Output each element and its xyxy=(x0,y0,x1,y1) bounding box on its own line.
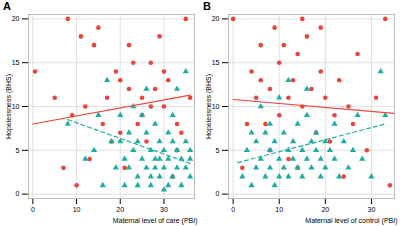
svg-text:20: 20 xyxy=(12,15,20,22)
svg-text:0: 0 xyxy=(231,206,235,213)
svg-text:10: 10 xyxy=(73,206,81,213)
svg-text:5: 5 xyxy=(16,147,20,154)
svg-text:30: 30 xyxy=(368,206,376,213)
svg-text:30: 30 xyxy=(160,206,168,213)
svg-text:Hopelessness (BHS): Hopelessness (BHS) xyxy=(205,74,213,139)
svg-text:15: 15 xyxy=(12,59,20,66)
svg-text:10: 10 xyxy=(275,206,283,213)
svg-text:20: 20 xyxy=(321,206,329,213)
html-text:A: A xyxy=(3,0,11,12)
svg-text:0: 0 xyxy=(216,190,220,197)
svg-text:0: 0 xyxy=(16,190,20,197)
svg-text:20: 20 xyxy=(212,15,220,22)
svg-text:10: 10 xyxy=(12,103,20,110)
svg-text:20: 20 xyxy=(116,206,124,213)
svg-text:15: 15 xyxy=(212,59,220,66)
svg-text:10: 10 xyxy=(212,103,220,110)
svg-text:0: 0 xyxy=(31,206,35,213)
svg-text:Maternal level of care (PBI): Maternal level of care (PBI) xyxy=(113,217,198,225)
svg-text:5: 5 xyxy=(216,147,220,154)
svg-text:Maternal level of control (PBI: Maternal level of control (PBI) xyxy=(305,217,397,225)
svg-text:Hopelessness (BHS): Hopelessness (BHS) xyxy=(5,74,13,139)
html-text:B: B xyxy=(203,0,211,12)
